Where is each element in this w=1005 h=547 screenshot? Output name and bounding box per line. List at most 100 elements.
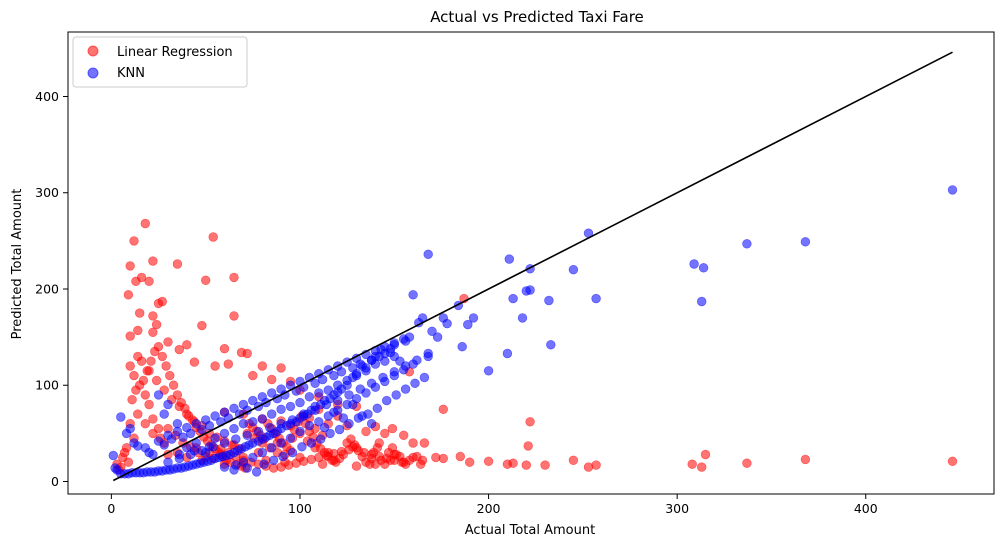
scatter-point xyxy=(504,254,514,264)
scatter-point xyxy=(125,361,135,371)
scatter-point xyxy=(366,419,377,429)
scatter-point xyxy=(438,313,448,323)
scatter-point xyxy=(319,422,330,433)
scatter-point xyxy=(408,290,418,300)
scatter-point xyxy=(387,423,398,434)
scatter-point xyxy=(947,185,958,195)
scatter-point xyxy=(140,419,151,429)
scatter-point xyxy=(151,319,162,330)
plot-area xyxy=(108,51,958,482)
scatter-point xyxy=(342,375,352,386)
scatter-point xyxy=(146,356,156,366)
scatter-point xyxy=(334,424,345,435)
scatter-point xyxy=(189,357,200,367)
scatter-point xyxy=(174,344,185,355)
scatter-point xyxy=(148,256,158,266)
scatter-point xyxy=(546,340,556,350)
scatter-point xyxy=(427,326,437,336)
scatter-point xyxy=(197,424,207,435)
scatter-point xyxy=(382,395,392,406)
scatter-point xyxy=(399,430,409,440)
scatter-point xyxy=(135,308,145,318)
legend-marker-knn xyxy=(87,67,99,79)
y-axis-label: Predicted Total Amount xyxy=(10,189,25,340)
scatter-point xyxy=(338,449,348,460)
scatter-point xyxy=(285,401,296,412)
scatter-point xyxy=(138,375,149,386)
scatter-point xyxy=(153,298,164,309)
scatter-point xyxy=(236,347,247,358)
scatter-point xyxy=(314,388,324,398)
scatter-point xyxy=(306,438,316,448)
scatter-point xyxy=(370,359,381,369)
scatter-point xyxy=(185,428,196,439)
scatter-point xyxy=(389,351,399,362)
plot-frame xyxy=(67,31,995,495)
y-tick-label: 200 xyxy=(35,281,59,296)
scatter-point xyxy=(525,417,535,427)
scatter-point xyxy=(295,397,305,408)
legend: Linear Regression KNN xyxy=(72,36,248,88)
scatter-point xyxy=(151,375,162,386)
scatter-point xyxy=(159,440,169,450)
scatter-point xyxy=(129,370,139,381)
scatter-point xyxy=(253,426,264,437)
scatter-point xyxy=(310,405,320,415)
scatter-point xyxy=(125,261,135,271)
scatter-point xyxy=(131,385,141,395)
scatter-point xyxy=(204,442,215,452)
scatter-point xyxy=(400,384,411,394)
scatter-point xyxy=(148,449,158,460)
scatter-point xyxy=(521,460,531,470)
chart-title: Actual vs Predicted Taxi Fare xyxy=(430,8,644,26)
scatter-point xyxy=(316,434,326,444)
scatter-point xyxy=(336,367,347,377)
scatter-point xyxy=(544,295,554,306)
scatter-point xyxy=(191,419,201,429)
scatter-point xyxy=(161,361,171,371)
scatter-point xyxy=(372,443,382,453)
scatter-point xyxy=(287,415,298,425)
scatter-point xyxy=(742,458,752,468)
scatter-point xyxy=(125,423,135,434)
scatter-point xyxy=(463,319,473,330)
scatter-point xyxy=(257,447,267,458)
x-tick-label: 300 xyxy=(665,501,689,516)
scatter-point xyxy=(310,378,320,388)
scatter-point xyxy=(325,428,335,439)
scatter-point xyxy=(321,399,332,410)
scatter-point xyxy=(267,443,277,453)
scatter-point xyxy=(523,441,533,451)
scatter-point xyxy=(248,395,258,406)
scatter-point xyxy=(687,459,697,469)
scatter-point xyxy=(378,372,388,383)
scatter-point xyxy=(153,390,164,400)
scatter-point xyxy=(389,367,399,377)
scatter-point xyxy=(700,449,711,460)
scatter-point xyxy=(148,327,158,337)
scatter-point xyxy=(168,380,179,390)
scatter-point xyxy=(172,259,183,269)
scatter-point xyxy=(287,447,298,458)
scatter-point xyxy=(455,451,465,462)
scatter-point xyxy=(591,460,601,470)
scatter-point xyxy=(229,272,239,283)
scatter-point xyxy=(180,403,190,413)
scatter-point xyxy=(159,409,169,419)
scatter-point xyxy=(432,332,443,342)
scatter-point xyxy=(219,428,230,439)
scatter-point xyxy=(140,390,151,400)
scatter-point xyxy=(468,313,479,323)
scatter-point xyxy=(483,366,494,376)
scatter-point xyxy=(502,348,513,359)
scatter-point xyxy=(389,338,399,348)
scatter-point xyxy=(210,433,220,443)
legend-marker-linear-regression xyxy=(87,45,99,57)
scatter-point xyxy=(295,426,305,437)
scatter-point xyxy=(299,409,309,419)
scatter-point xyxy=(800,237,811,247)
scatter-point xyxy=(276,438,286,448)
scatter-point xyxy=(248,452,258,463)
scatter-point xyxy=(229,403,239,413)
scatter-point xyxy=(304,392,315,402)
